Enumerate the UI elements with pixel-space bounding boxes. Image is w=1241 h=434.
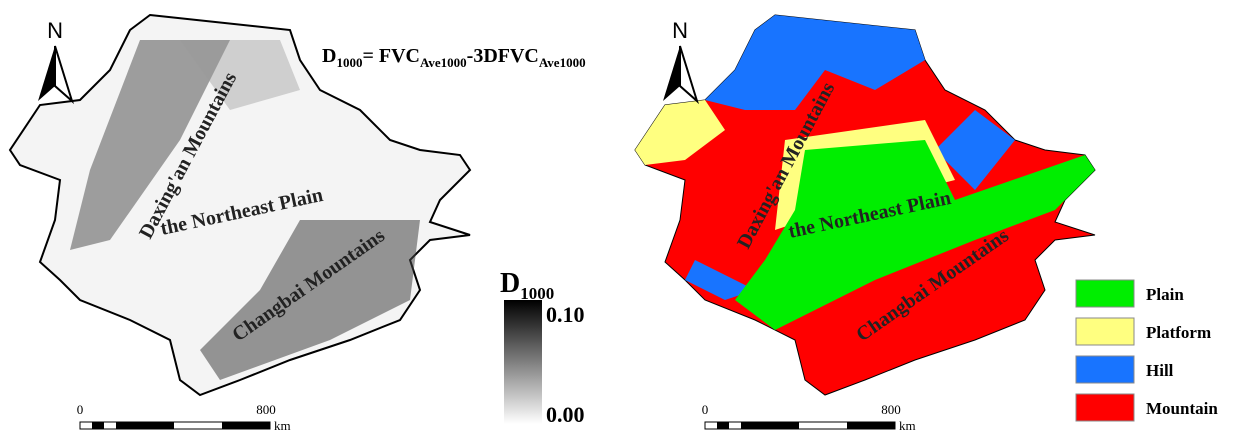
north-label: N bbox=[47, 18, 63, 43]
legend-label: Mountain bbox=[1146, 399, 1218, 418]
formula: D1000= FVCAve1000-3DFVCAve1000 bbox=[322, 45, 586, 70]
north-arrow: N bbox=[38, 18, 72, 101]
legend: Plain Platform Hill Mountain bbox=[1076, 280, 1218, 421]
north-label: N bbox=[672, 18, 688, 43]
legend-label: Platform bbox=[1146, 323, 1211, 342]
legend-label: Plain bbox=[1146, 285, 1184, 304]
scale-bar: 0 800 km bbox=[702, 402, 916, 433]
scale-end: 800 bbox=[256, 402, 276, 417]
colorbar-min: 0.00 bbox=[546, 402, 585, 427]
legend-label: Hill bbox=[1146, 361, 1174, 380]
formula-part: Ave1000 bbox=[539, 55, 586, 70]
formula-part: D bbox=[322, 45, 336, 67]
left-map: N D1000= FVCAve1000-3DFVCAve1000 Daxing'… bbox=[10, 15, 586, 433]
scale-start: 0 bbox=[77, 402, 84, 417]
legend-swatch bbox=[1076, 318, 1134, 345]
legend-swatch bbox=[1076, 356, 1134, 383]
formula-part: 1000 bbox=[336, 55, 362, 70]
north-arrow: N bbox=[663, 18, 697, 101]
colorbar-max: 0.10 bbox=[546, 302, 585, 327]
colorbar: D1000 0.10 0.00 bbox=[500, 268, 585, 427]
colorbar-title-part: D bbox=[500, 268, 520, 299]
figure: N D1000= FVCAve1000-3DFVCAve1000 Daxing'… bbox=[0, 0, 1241, 434]
formula-part: Ave1000 bbox=[420, 55, 467, 70]
right-map: N Daxing'an Mountains the Northeast Plai… bbox=[635, 15, 1218, 433]
legend-swatch bbox=[1076, 280, 1134, 307]
colorbar-title: D1000 bbox=[500, 268, 554, 303]
scale-bar: 0 800 km bbox=[77, 402, 291, 433]
scale-end: 800 bbox=[881, 402, 901, 417]
legend-swatch bbox=[1076, 394, 1134, 421]
scale-unit: km bbox=[274, 418, 291, 433]
scale-unit: km bbox=[899, 418, 916, 433]
formula-part: = FVC bbox=[362, 45, 420, 67]
scale-start: 0 bbox=[702, 402, 709, 417]
formula-part: -3DFVC bbox=[467, 45, 539, 67]
colorbar-ramp bbox=[504, 300, 542, 424]
